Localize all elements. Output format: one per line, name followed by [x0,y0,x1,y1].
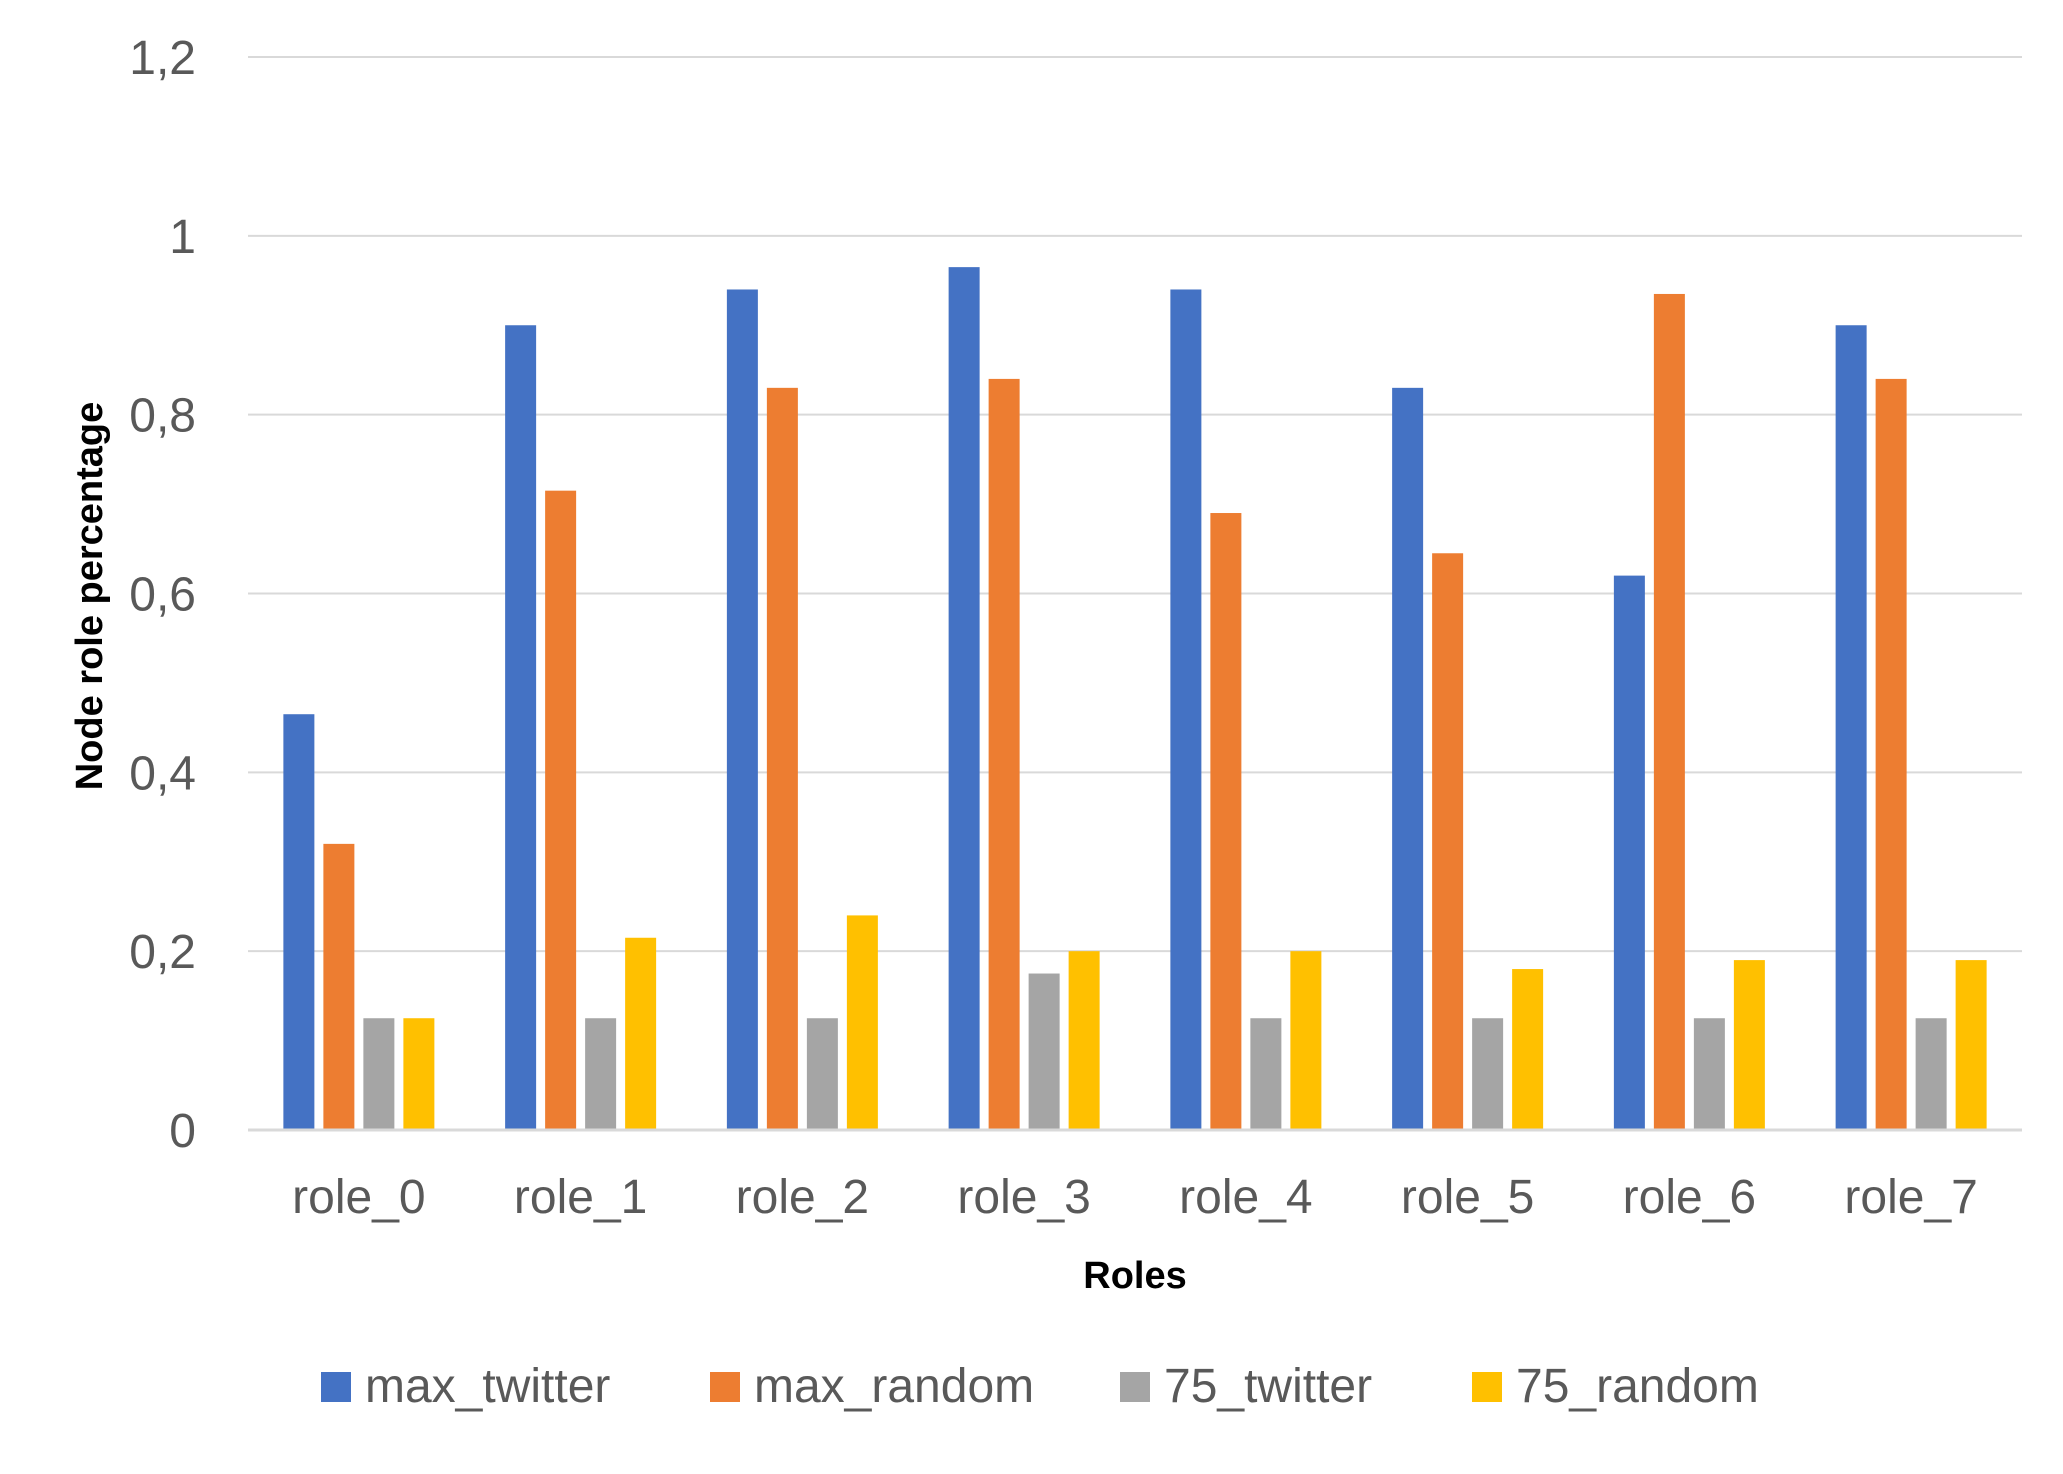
bars [283,267,1987,1131]
bar-max_twitter-role_0 [283,714,315,1130]
bar-75_random-role_7 [1955,960,1987,1130]
bar-75_twitter-role_7 [1915,1018,1947,1130]
legend-label: max_random [754,1360,1034,1413]
bar-max_random-role_3 [988,378,1020,1130]
bar-max_twitter-role_6 [1613,575,1645,1130]
x-tick-label: role_4 [1179,1171,1312,1224]
y-axis-ticks: 0 0,2 0,4 0,6 0,8 1 1,2 [129,32,196,1158]
x-tick-label: role_7 [1844,1171,1977,1224]
bar-75_twitter-role_5 [1472,1018,1504,1130]
x-tick-label: role_1 [514,1171,647,1224]
y-axis-title: Node role percentage [69,402,111,791]
legend-swatch [710,1372,740,1402]
y-tick-label: 0,8 [129,390,196,443]
bar-75_twitter-role_6 [1693,1018,1725,1130]
y-tick-label: 0,4 [129,747,196,800]
x-tick-label: role_2 [736,1171,869,1224]
bar-75_random-role_0 [403,1018,435,1130]
bar-max_random-role_0 [323,843,355,1130]
bar-max_twitter-role_7 [1835,325,1867,1130]
bar-75_random-role_3 [1068,951,1100,1130]
bar-max_twitter-role_3 [948,267,980,1131]
legend-label: 75_random [1516,1360,1759,1413]
legend-label: 75_twitter [1164,1360,1372,1413]
y-tick-label: 1,2 [129,32,196,85]
x-axis-ticks: role_0 role_1 role_2 role_3 role_4 role_5 role… [292,1171,1978,1224]
legend-item-75_twitter: 75_twitter [1120,1360,1372,1413]
x-axis-title: Roles [1083,1255,1186,1297]
bar-max_twitter-role_5 [1392,387,1424,1130]
bar-75_twitter-role_2 [806,1018,838,1130]
bar-75_twitter-role_4 [1250,1018,1282,1130]
bar-max_random-role_7 [1875,378,1907,1130]
legend-swatch [1472,1372,1502,1402]
gridlines [248,56,2022,953]
bar-75_random-role_5 [1512,969,1544,1130]
bar-max_twitter-role_4 [1170,289,1202,1130]
legend-item-75_random: 75_random [1472,1360,1759,1413]
y-tick-label: 0,6 [129,569,196,622]
bar-max_random-role_4 [1210,513,1242,1130]
legend-label: max_twitter [365,1360,610,1413]
bar-max_twitter-role_1 [505,325,537,1130]
bar-max_random-role_6 [1653,293,1685,1130]
bar-75_random-role_1 [625,937,657,1130]
bar-75_random-role_2 [846,915,878,1130]
bar-75_random-role_6 [1733,960,1765,1130]
bar-75_random-role_4 [1290,951,1322,1130]
bar-max_twitter-role_2 [726,289,758,1130]
y-tick-label: 0 [169,1105,196,1158]
bar-75_twitter-role_3 [1028,973,1060,1130]
bar-75_twitter-role_0 [363,1018,395,1130]
legend-swatch [1120,1372,1150,1402]
x-tick-label: role_5 [1401,1171,1534,1224]
bar-max_random-role_2 [766,387,798,1130]
legend-item-max_twitter: max_twitter [321,1360,610,1413]
y-tick-label: 0,2 [129,926,196,979]
legend-swatch [321,1372,351,1402]
y-tick-label: 1 [169,211,196,264]
x-tick-label: role_0 [292,1171,425,1224]
bar-max_random-role_1 [545,490,577,1130]
legend-item-max_random: max_random [710,1360,1034,1413]
x-tick-label: role_6 [1623,1171,1756,1224]
legend: max_twitter max_random 75_twitter 75_random [321,1360,1759,1413]
bar-75_twitter-role_1 [585,1018,617,1130]
bar-max_random-role_5 [1432,553,1464,1130]
x-tick-label: role_3 [957,1171,1090,1224]
